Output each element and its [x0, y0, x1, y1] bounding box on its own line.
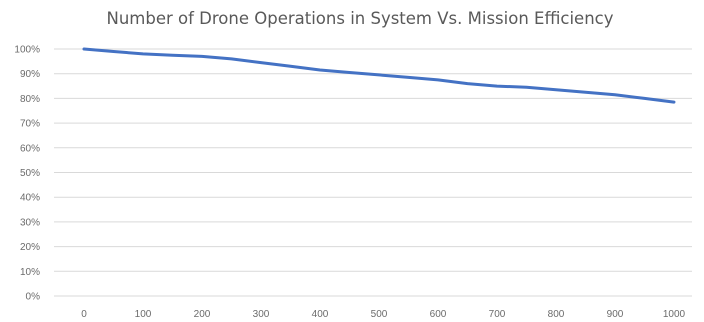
y-axis-ticks: 0% 10% 20% 30% 40% 50% 60% 70% 80% 90% 100%: [14, 45, 40, 303]
gridlines: [54, 48, 692, 297]
y-tick-label: 90%: [20, 69, 40, 80]
y-tick-label: 80%: [20, 94, 40, 105]
x-tick-label: 0: [81, 309, 87, 320]
x-tick-label: 800: [548, 309, 565, 320]
x-tick-label: 500: [371, 309, 388, 320]
y-tick-label: 0%: [26, 292, 41, 303]
x-tick-label: 900: [607, 309, 624, 320]
y-tick-label: 10%: [20, 267, 40, 278]
x-tick-label: 300: [253, 309, 270, 320]
x-tick-label: 1000: [663, 309, 686, 320]
x-axis-ticks: 0 100 200 300 400 500 600 700 800 900 1000: [81, 309, 685, 320]
y-tick-label: 50%: [20, 168, 40, 179]
y-tick-label: 70%: [20, 119, 40, 130]
x-tick-label: 700: [489, 309, 506, 320]
y-tick-label: 20%: [20, 242, 40, 253]
chart-title: Number of Drone Operations in System Vs.…: [106, 9, 613, 28]
series-layer: [82, 47, 676, 104]
y-tick-label: 60%: [20, 143, 40, 154]
x-tick-label: 400: [312, 309, 329, 320]
y-tick-label: 30%: [20, 217, 40, 228]
x-tick-label: 100: [135, 309, 152, 320]
series-line: [82, 47, 676, 104]
x-tick-label: 600: [430, 309, 447, 320]
x-tick-label: 200: [194, 309, 211, 320]
y-tick-label: 40%: [20, 193, 40, 204]
y-tick-label: 100%: [14, 45, 40, 56]
